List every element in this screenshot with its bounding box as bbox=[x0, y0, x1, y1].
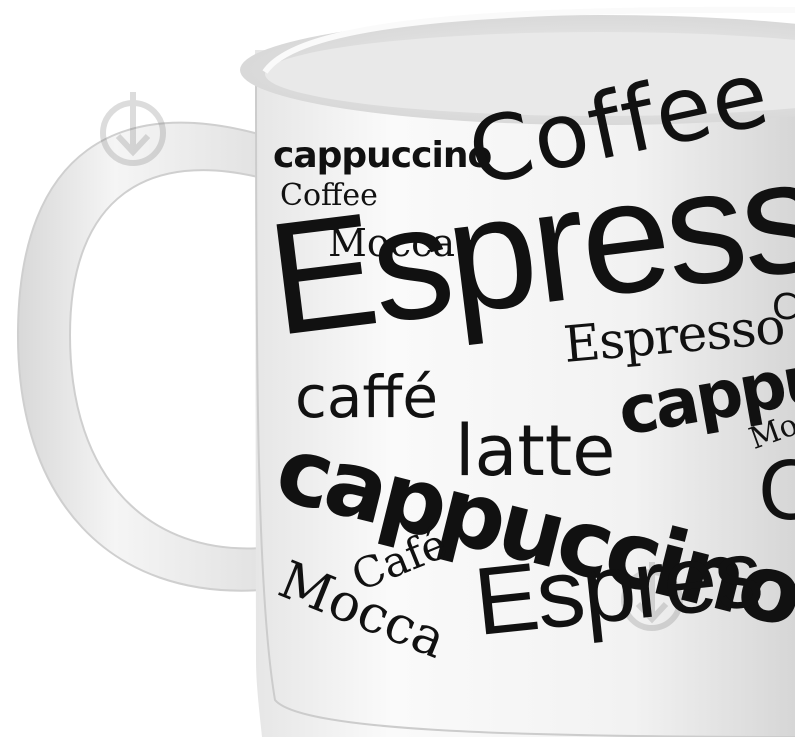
word-latte: latte bbox=[455, 410, 616, 492]
word-caffe: caffé bbox=[295, 363, 439, 431]
word-cappuccino-small: cappuccino bbox=[273, 135, 492, 176]
shop-watermark-icon-2 bbox=[621, 562, 683, 631]
mug-body bbox=[255, 50, 795, 737]
word-coffee-small: Coffee bbox=[280, 178, 378, 213]
mug-handle bbox=[16, 121, 263, 592]
word-c-edge: C bbox=[758, 445, 795, 538]
word-mocca-top: Mocca bbox=[328, 221, 456, 265]
mug-rim bbox=[240, 6, 795, 125]
shop-watermark-icon bbox=[100, 92, 166, 166]
word-c-edge-top: C bbox=[772, 287, 795, 328]
